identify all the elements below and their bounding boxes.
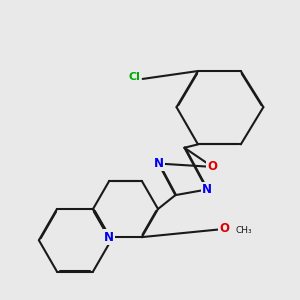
Text: CH₃: CH₃ — [236, 226, 252, 235]
Text: O: O — [208, 160, 218, 173]
Text: N: N — [202, 183, 212, 196]
Text: N: N — [154, 157, 164, 170]
Text: N: N — [104, 231, 114, 244]
Text: O: O — [219, 223, 229, 236]
Text: Cl: Cl — [128, 72, 140, 82]
